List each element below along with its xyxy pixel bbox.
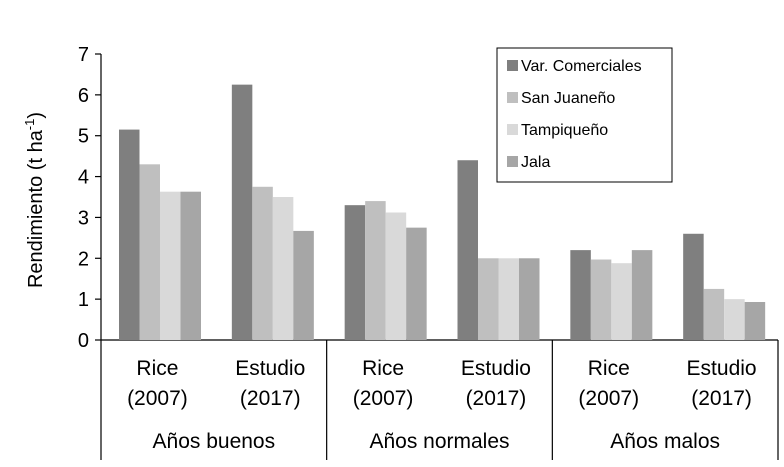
group-label: Años normales	[369, 430, 509, 453]
bar	[272, 197, 294, 340]
y-tick-label: 0	[78, 330, 89, 352]
bar	[703, 288, 725, 340]
bar	[590, 259, 612, 340]
legend: Var. Comerciales San Juaneño Tampiqueño Jal…	[496, 47, 673, 183]
bar	[478, 258, 499, 340]
y-tick-label: 6	[78, 85, 89, 107]
bar	[611, 263, 632, 340]
group-label: Años buenos	[153, 430, 276, 453]
bar	[683, 233, 704, 340]
x-tick-label-line1: Estudio	[687, 357, 757, 380]
legend-swatch	[507, 92, 518, 103]
x-tick-label-line2: (2007)	[578, 387, 639, 410]
legend-label: Jala	[521, 154, 550, 171]
y-tick-label: 4	[78, 167, 89, 189]
bar	[252, 186, 273, 340]
bar	[385, 212, 407, 340]
legend-swatch	[507, 156, 518, 167]
bar	[744, 302, 766, 340]
x-tick-label-line1: Rice	[136, 357, 178, 380]
legend-label: Tampiqueño	[521, 122, 608, 139]
legend-label: San Juaneño	[521, 90, 615, 107]
bar	[519, 258, 540, 340]
bar	[160, 191, 181, 340]
x-tick-label-line2: (2007)	[127, 387, 188, 410]
bar	[406, 227, 427, 340]
y-tick-label: 5	[78, 126, 89, 148]
x-tick-label-line1: Rice	[588, 357, 630, 380]
bar	[498, 258, 519, 340]
bar	[139, 164, 160, 340]
bar	[231, 84, 253, 341]
x-tick-label-line2: (2007)	[353, 387, 414, 410]
bar	[724, 299, 745, 340]
x-tick-label-line2: (2017)	[466, 387, 527, 410]
legend-swatch	[507, 60, 518, 71]
y-axis-label: Rendimiento (t ha-1)	[22, 112, 47, 288]
x-tick-label-line1: Estudio	[235, 357, 305, 380]
y-tick-label: 7	[78, 44, 89, 66]
legend-box	[496, 47, 673, 183]
x-tick-label-line1: Estudio	[461, 357, 531, 380]
y-tick-label: 1	[78, 289, 89, 311]
bar	[293, 230, 314, 340]
group-label: Años malos	[610, 430, 720, 453]
plot-area: 0 1 2 3 4 5 6 7 Rice (2007) Estudio (2017) Rice (2007…	[78, 44, 779, 460]
bar	[119, 129, 140, 340]
x-tick-label-line2: (2017)	[240, 387, 301, 410]
bar	[570, 250, 591, 340]
bar	[365, 201, 386, 340]
y-axis-title: Rendimiento (t ha-1)	[22, 112, 47, 288]
legend-label: Var. Comerciales	[521, 58, 642, 75]
x-tick-label-line2: (2017)	[691, 387, 752, 410]
y-tick-label: 3	[78, 207, 89, 229]
bar	[631, 250, 653, 340]
legend-swatch	[507, 124, 518, 135]
x-tick-label-line1: Rice	[362, 357, 404, 380]
bar	[344, 205, 366, 340]
bar	[180, 191, 201, 340]
bar	[457, 160, 478, 340]
y-tick-label: 2	[78, 248, 89, 270]
